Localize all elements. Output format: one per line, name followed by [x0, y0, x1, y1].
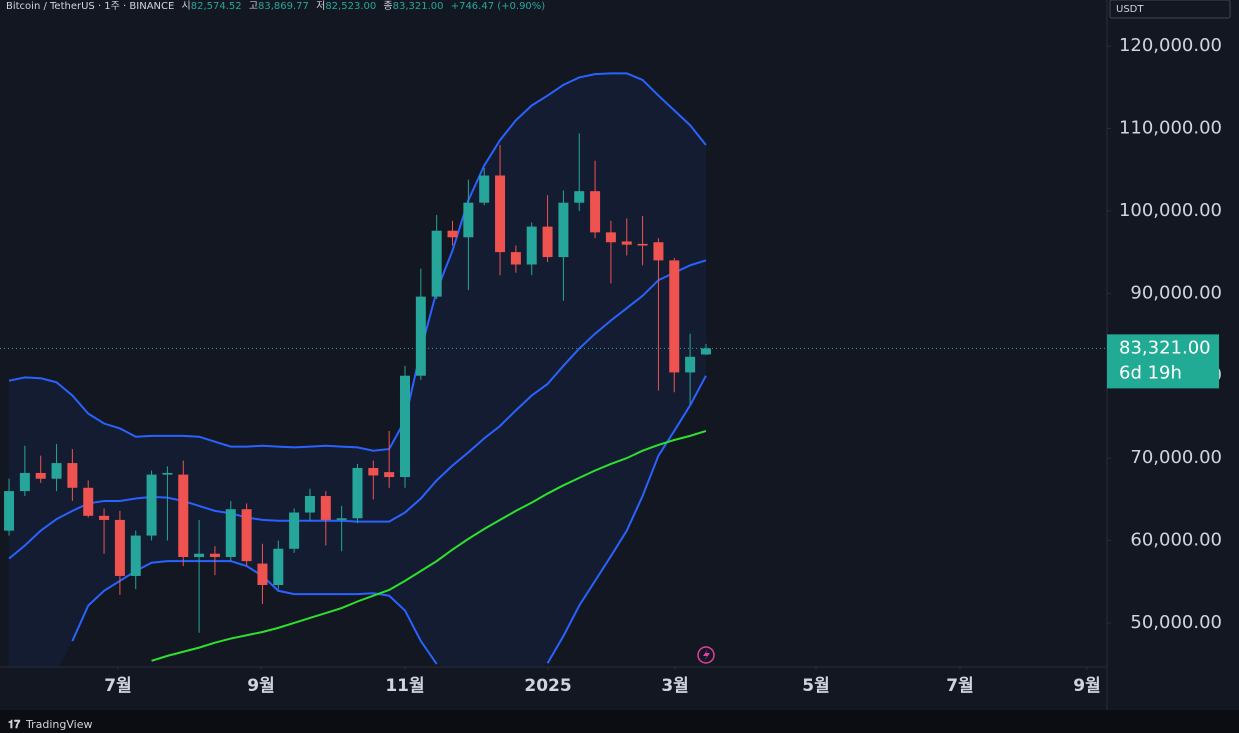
candle-body: [336, 518, 347, 520]
candle-body: [289, 512, 300, 549]
candle-body: [384, 472, 395, 478]
candle-body: [257, 563, 268, 586]
x-tick-label: 9월: [247, 676, 274, 696]
x-tick-label: 7월: [946, 676, 973, 696]
candle-body: [99, 515, 110, 520]
y-tick-label: 90,000.00: [1130, 282, 1222, 303]
symbol: Bitcoin / TetherUS · 1주 · BINANCE: [6, 1, 174, 12]
symbol-legend: Bitcoin / TetherUS · 1주 · BINANCE 시82,57…: [6, 0, 545, 12]
open-value: 82,574.52: [191, 1, 242, 12]
last-price-label: 83,321.00: [1119, 337, 1211, 358]
candle-body: [558, 202, 569, 258]
x-tick-label: 7월: [104, 676, 131, 696]
plot-area: [0, 72, 1107, 667]
candle-body: [241, 509, 252, 562]
y-tick-label: 110,000.00: [1119, 118, 1222, 139]
indicator-line: [151, 429, 707, 662]
footer-bar: [0, 710, 1239, 733]
x-tick-label: 5월: [802, 676, 829, 696]
candle-body: [495, 175, 506, 253]
x-tick-label: 11월: [385, 676, 424, 696]
logo-mark[interactable]: 𝟏𝟕: [8, 718, 21, 731]
y-tick-label: 70,000.00: [1130, 447, 1222, 468]
candle-body: [447, 230, 458, 238]
candle-body: [400, 375, 411, 478]
candle-body: [178, 474, 189, 558]
close-value: 83,321.00: [393, 1, 444, 12]
close-label: 종: [383, 0, 392, 12]
candle-body: [510, 252, 521, 265]
candle-body: [590, 191, 601, 233]
indicator-line: [8, 72, 707, 452]
y-tick-label: 100,000.00: [1119, 200, 1222, 221]
x-tick-label: 2025: [524, 676, 571, 696]
candle-body: [574, 191, 585, 203]
candle-body: [685, 356, 696, 373]
y-tick-label: 50,000.00: [1130, 612, 1222, 633]
candle-body: [431, 230, 442, 297]
candle-body: [51, 463, 62, 479]
lightning-icon[interactable]: [697, 646, 715, 664]
candle-body: [209, 553, 220, 558]
candle-body: [542, 226, 553, 258]
x-tick-label: 9월: [1073, 676, 1100, 696]
currency-box[interactable]: [1109, 0, 1231, 19]
countdown: 6d 19h: [1119, 362, 1182, 383]
candle-body: [225, 509, 236, 558]
candle-body: [304, 496, 315, 513]
candle-body: [19, 472, 30, 492]
candle-body: [83, 487, 94, 516]
low-label: 저: [316, 0, 325, 12]
high-value: 83,869.77: [258, 1, 309, 12]
change-value: +746.47 (+0.90%): [451, 1, 546, 12]
candle-body: [35, 472, 46, 479]
candle-body: [605, 232, 616, 243]
candle-body: [368, 468, 379, 476]
candle-body: [162, 472, 173, 475]
candle-body: [669, 260, 680, 373]
candle-body: [415, 296, 426, 376]
candle-body: [653, 242, 664, 261]
candle-body: [700, 348, 711, 355]
high-label: 고: [249, 1, 258, 12]
candle-body: [352, 468, 363, 519]
candle-body: [4, 491, 15, 531]
candle-body: [146, 474, 157, 536]
low-value: 82,523.00: [325, 1, 376, 12]
last-price-box: [1107, 334, 1219, 389]
candle-body: [130, 535, 141, 576]
open-label: 시: [182, 0, 191, 12]
candle-body: [194, 553, 205, 558]
candle-body: [463, 202, 474, 238]
brand[interactable]: TradingView: [25, 718, 92, 731]
candle-body: [273, 548, 284, 586]
candle-body: [320, 496, 331, 520]
y-tick-label: 120,000.00: [1119, 35, 1222, 56]
candle-body: [526, 226, 537, 265]
candle-body: [621, 241, 632, 245]
candle-body: [114, 519, 125, 576]
x-tick-label: 3월: [661, 676, 688, 696]
candle-body: [479, 175, 490, 203]
y-tick-label: 60,000.00: [1130, 530, 1222, 551]
candle-body: [637, 243, 648, 246]
candle-body: [67, 463, 78, 488]
currency[interactable]: USDT: [1116, 4, 1144, 15]
